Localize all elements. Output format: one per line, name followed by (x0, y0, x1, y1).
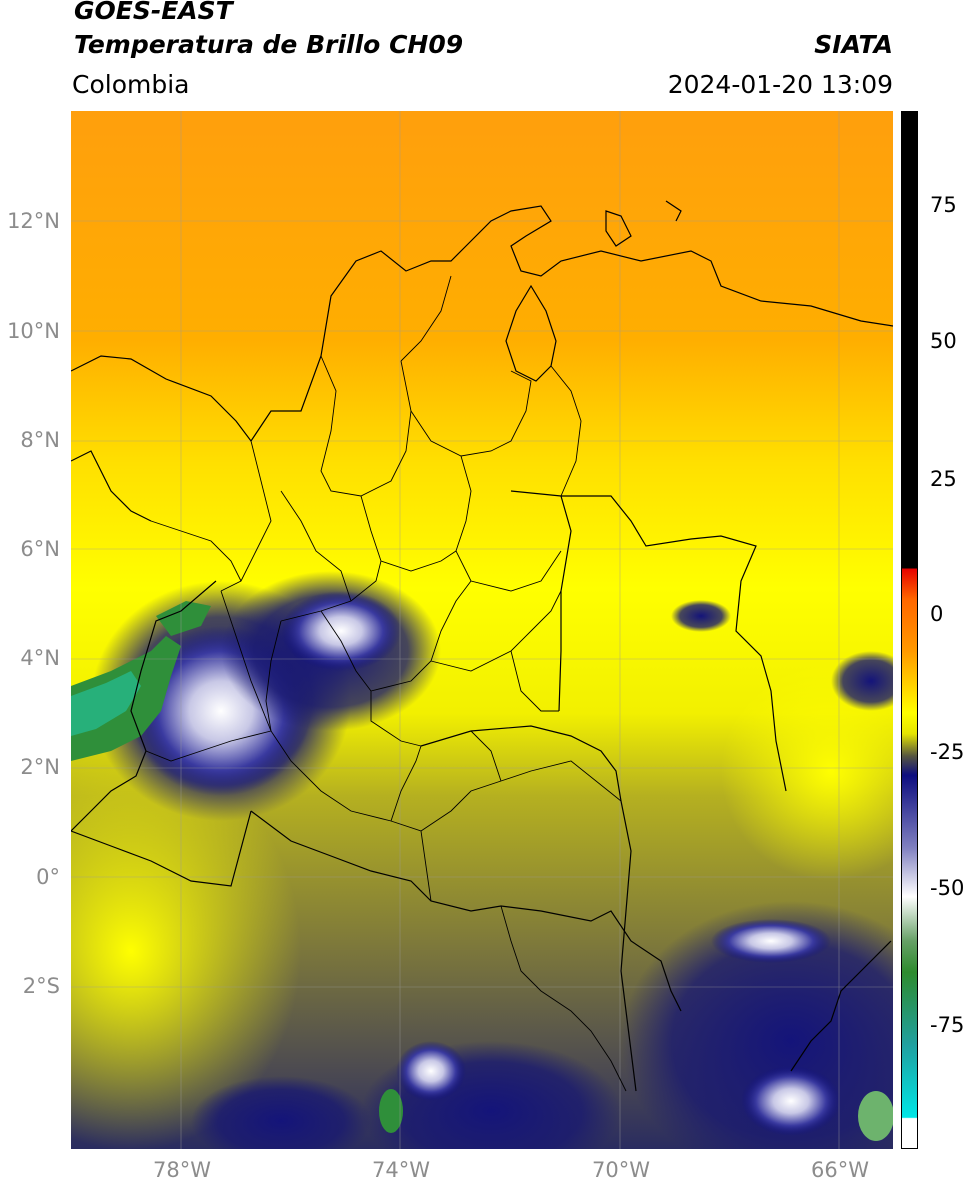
green-core-south (379, 1089, 403, 1133)
lat-tick-4n: 4°N (20, 646, 60, 670)
colorbar-tick-minus75: -75 (930, 1013, 965, 1037)
organization-label: SIATA (814, 30, 893, 59)
green-core-se (858, 1091, 893, 1141)
colorbar-tick-75: 75 (930, 193, 957, 217)
lat-tick-2n: 2°N (20, 755, 60, 779)
cold-cloud-east (831, 651, 893, 711)
coastlines (71, 200, 893, 1072)
lat-tick-6n: 6°N (20, 537, 60, 561)
warm-region-west (71, 751, 301, 1149)
lat-tick-12n: 12°N (7, 209, 60, 233)
lon-tick-66w: 66°W (811, 1158, 869, 1182)
lat-tick-0: 0° (36, 865, 60, 889)
cold-cloud-core-se (741, 1066, 841, 1136)
graticule (71, 111, 893, 1149)
cold-cloud-amazon-west (191, 1076, 371, 1149)
green-core-north (156, 601, 211, 636)
warm-region-east (721, 661, 893, 881)
lat-tick-8n: 8°N (20, 428, 60, 452)
lat-tick-10n: 10°N (7, 319, 60, 343)
colorbar (901, 111, 918, 1149)
colorbar-tick-50: 50 (930, 329, 957, 353)
lon-tick-74w: 74°W (372, 1158, 430, 1182)
timestamp-label: 2024-01-20 13:09 (667, 70, 893, 99)
cold-cloud-core-e (711, 919, 831, 963)
cold-cloud-andes-core (281, 591, 401, 671)
cold-cloud-orinoco (671, 600, 731, 632)
colorbar-tick-minus25: -25 (930, 740, 965, 764)
cold-cloud-core-s (396, 1041, 466, 1101)
title-satellite: GOES-EAST (74, 0, 233, 25)
brightness-temperature-map (71, 111, 893, 1149)
lon-tick-70w: 70°W (592, 1158, 650, 1182)
green-core-pacific-inner (71, 671, 141, 736)
colorbar-tick-25: 25 (930, 467, 957, 491)
colorbar-tick-minus50: -50 (930, 876, 965, 900)
department-boundaries (145, 275, 627, 1092)
lat-tick-2s: 2°S (22, 974, 60, 998)
region-label: Colombia (72, 70, 190, 99)
colorbar-tick-0: 0 (930, 602, 944, 626)
lon-tick-78w: 78°W (153, 1158, 211, 1182)
title-product: Temperatura de Brillo CH09 (74, 30, 464, 59)
